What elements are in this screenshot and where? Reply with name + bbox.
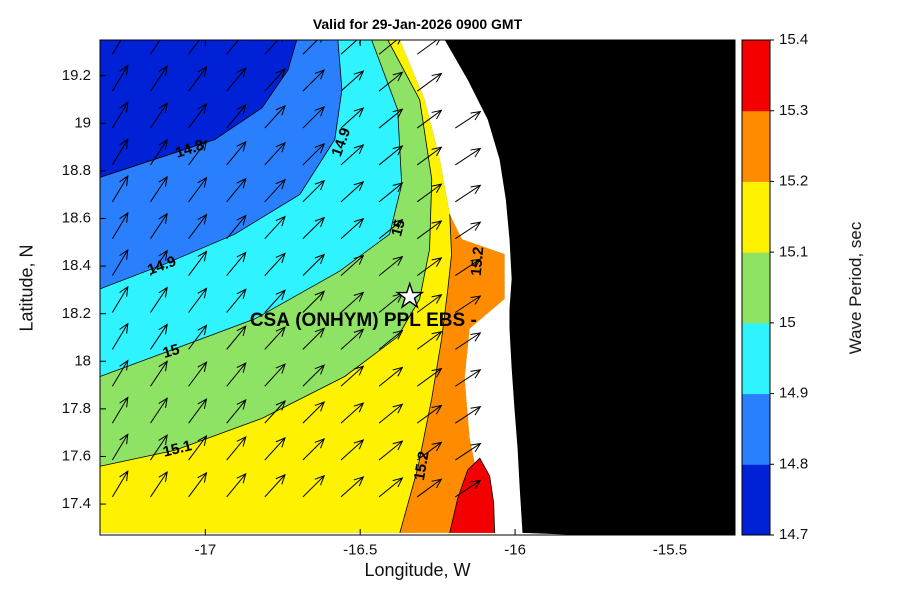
plot-title: Valid for 29-Jan-2026 0900 GMT <box>312 16 523 32</box>
x-axis-label: Longitude, W <box>364 560 471 580</box>
colorbar-label: Wave Period, sec <box>846 221 865 355</box>
y-axis-label: Latitude, N <box>16 244 37 332</box>
